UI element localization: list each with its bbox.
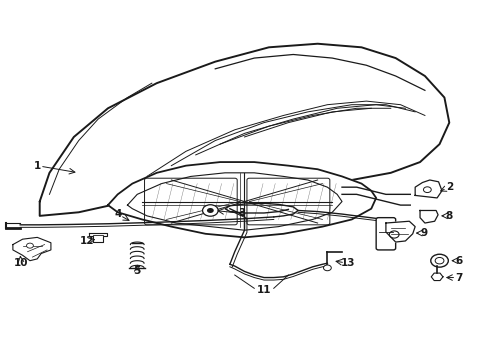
Circle shape: [434, 257, 443, 264]
Polygon shape: [385, 221, 414, 242]
Circle shape: [430, 254, 447, 267]
Text: 3: 3: [238, 208, 245, 219]
Text: 7: 7: [454, 273, 462, 283]
Polygon shape: [89, 233, 107, 242]
Text: 9: 9: [420, 228, 427, 238]
Polygon shape: [40, 44, 448, 216]
Circle shape: [423, 187, 430, 193]
Text: 10: 10: [14, 258, 28, 268]
Polygon shape: [430, 273, 442, 280]
Polygon shape: [414, 180, 441, 198]
Circle shape: [388, 231, 398, 238]
Circle shape: [202, 205, 218, 216]
Text: 6: 6: [454, 256, 462, 266]
Polygon shape: [13, 237, 51, 261]
Text: 4: 4: [114, 209, 121, 219]
Text: 12: 12: [80, 236, 95, 246]
Text: 2: 2: [445, 182, 452, 192]
Text: 5: 5: [133, 266, 141, 276]
Text: 11: 11: [256, 285, 271, 296]
Circle shape: [26, 243, 33, 248]
Circle shape: [323, 265, 330, 271]
Polygon shape: [419, 211, 437, 223]
Text: 8: 8: [445, 211, 452, 221]
Circle shape: [206, 208, 213, 213]
FancyBboxPatch shape: [375, 218, 395, 250]
Text: 1: 1: [34, 161, 41, 171]
Text: 13: 13: [340, 258, 354, 268]
Polygon shape: [108, 162, 375, 237]
